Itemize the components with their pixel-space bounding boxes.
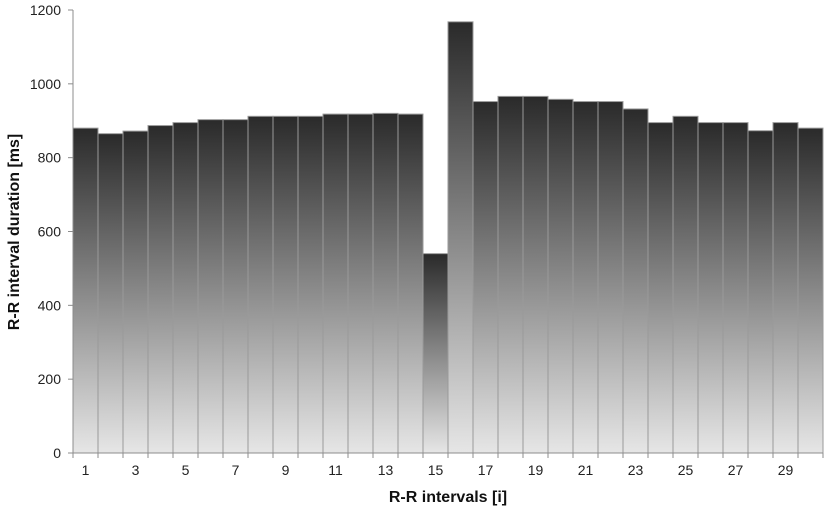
x-tick-label: 1 <box>82 462 90 478</box>
bar-21 <box>572 101 599 454</box>
bar-6 <box>197 119 224 454</box>
y-tick-label: 0 <box>53 445 61 461</box>
bar-7 <box>222 119 249 454</box>
axes-group <box>68 9 824 458</box>
bar-30 <box>797 127 824 454</box>
bar-18 <box>497 95 524 454</box>
y-axis-title: R-R interval duration [ms] <box>6 134 23 330</box>
bar-25 <box>672 115 699 454</box>
x-tick-label: 15 <box>428 462 444 478</box>
bar-12 <box>347 113 374 454</box>
bar-10 <box>297 115 324 454</box>
bar-28 <box>747 130 774 454</box>
x-tick-label: 19 <box>528 462 544 478</box>
bar-9 <box>272 115 299 454</box>
y-tick-label: 800 <box>38 150 62 166</box>
y-tick-label: 400 <box>38 297 62 313</box>
x-tick-label: 5 <box>182 462 190 478</box>
x-tick-label: 29 <box>778 462 794 478</box>
y-tick-label: 1000 <box>30 76 61 92</box>
bar-24 <box>647 122 674 454</box>
bar-19 <box>522 95 549 454</box>
bar-14 <box>397 113 424 454</box>
bar-4 <box>147 125 174 454</box>
bar-22 <box>597 101 624 454</box>
bar-17 <box>472 101 499 454</box>
x-tick-label: 9 <box>282 462 290 478</box>
bar-20 <box>547 98 574 454</box>
x-tick-label: 21 <box>578 462 594 478</box>
x-tick-label: 3 <box>132 462 140 478</box>
x-tick-label: 17 <box>478 462 494 478</box>
y-tick-label: 600 <box>38 224 62 240</box>
x-tick-label: 27 <box>728 462 744 478</box>
x-tick-label: 25 <box>678 462 694 478</box>
bar-15 <box>422 253 449 454</box>
bar-23 <box>622 108 649 454</box>
bar-2 <box>97 133 124 454</box>
x-tick-label: 23 <box>628 462 644 478</box>
bars-group <box>72 21 824 454</box>
bar-1 <box>72 127 99 454</box>
bar-16 <box>447 21 474 454</box>
bar-5 <box>172 122 199 454</box>
bar-27 <box>722 122 749 454</box>
bar-29 <box>772 122 799 454</box>
x-tick-labels: 1 3 5 7 9 11 13 15 17 19 21 23 25 27 29 <box>82 462 794 478</box>
y-tick-labels: 0 200 400 600 800 1000 1200 <box>30 2 61 461</box>
x-tick-label: 11 <box>328 462 343 478</box>
x-axis-title: R-R intervals [i] <box>389 489 507 506</box>
bar-13 <box>372 112 399 454</box>
x-tick-label: 7 <box>232 462 240 478</box>
y-tick-label: 1200 <box>30 2 61 18</box>
y-tick-label: 200 <box>38 371 62 387</box>
bar-26 <box>697 122 724 454</box>
x-tick-label: 13 <box>378 462 394 478</box>
bar-3 <box>122 130 149 454</box>
bar-8 <box>247 115 274 454</box>
bar-11 <box>322 113 349 454</box>
